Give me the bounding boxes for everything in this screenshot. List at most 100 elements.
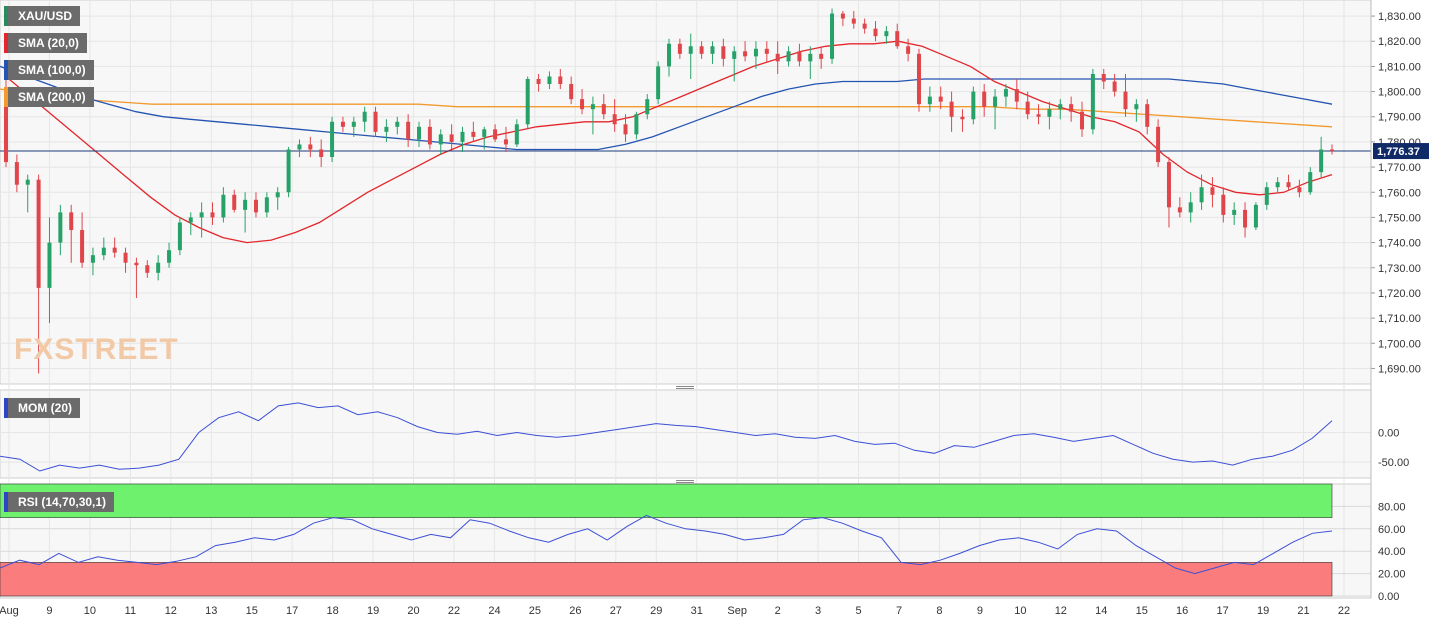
candle-body: [210, 212, 215, 218]
candle-body: [1264, 187, 1269, 205]
x-tick-label: 15: [246, 605, 258, 617]
candle-body: [297, 144, 302, 150]
sma20-legend[interactable]: SMA (20,0): [4, 33, 87, 53]
candle-body: [971, 91, 976, 120]
candle-body: [960, 116, 965, 120]
rsi-legend[interactable]: RSI (14,70,30,1): [4, 492, 115, 512]
candle-body: [634, 114, 639, 135]
candle-body: [775, 53, 780, 62]
x-tick-label: 19: [1257, 605, 1269, 617]
sma100-legend[interactable]: SMA (100,0): [4, 60, 94, 80]
candle-body: [1123, 91, 1128, 110]
candle-body: [514, 124, 519, 145]
candle-body: [938, 96, 943, 102]
panel-resize-handle-top[interactable]: [0, 384, 1371, 390]
axes: Aug 9 10 11 12 13 15 17 18 19 20 22 24 25 26 27 29 31 Sep 2…: [0, 0, 1429, 617]
rsi-tick-label: 40.00: [1378, 546, 1406, 558]
candle-body: [623, 124, 628, 135]
candle-body: [58, 212, 63, 243]
candle-body: [612, 114, 617, 125]
candle-body: [330, 121, 335, 158]
candle-body: [688, 46, 693, 54]
candle-body: [1145, 104, 1150, 127]
candle-body: [797, 51, 802, 62]
candle-body: [1253, 204, 1258, 228]
candle-body: [819, 53, 824, 59]
candle-body: [732, 51, 737, 59]
candle-body: [449, 134, 454, 142]
x-tick-label: 3: [815, 605, 821, 617]
fxstreet-watermark: FXSTREET: [14, 333, 179, 366]
candle-body: [558, 76, 563, 85]
x-tick-label: 25: [529, 605, 541, 617]
y-tick-label: 1,690.00: [1378, 363, 1421, 375]
candle-body: [351, 121, 356, 127]
candle-body: [895, 31, 900, 47]
candle-body: [667, 43, 671, 67]
x-tick-label: 15: [1136, 605, 1148, 617]
y-tick-label: 1,770.00: [1378, 162, 1421, 174]
x-tick-label: 8: [936, 605, 942, 617]
candle-body: [1101, 73, 1106, 82]
candle-body: [438, 134, 443, 145]
candle-body: [134, 262, 139, 266]
candle-body: [1047, 109, 1052, 117]
x-tick-label: 27: [610, 605, 622, 617]
candle-body: [884, 31, 889, 37]
overbought-zone: [0, 483, 1333, 518]
rsi-tick-label: 20.00: [1378, 569, 1406, 581]
current-price-tag: [1373, 143, 1429, 160]
mom-legend[interactable]: MOM (20): [4, 398, 80, 418]
symbol-legend[interactable]: XAU/USD: [4, 6, 81, 26]
candle-body: [482, 129, 487, 137]
candle-body: [123, 252, 128, 263]
candle-body: [1330, 149, 1334, 152]
candle-body: [1069, 104, 1074, 112]
x-tick-label: 14: [1095, 605, 1107, 617]
y-tick-label: 1,750.00: [1378, 212, 1421, 224]
candle-body: [525, 78, 530, 125]
candle-body: [753, 48, 758, 57]
candle-body: [710, 46, 715, 54]
candle-body: [80, 230, 85, 263]
candle-body: [1199, 187, 1204, 203]
candle-body: [536, 78, 541, 85]
panel-resize-handle-bottom[interactable]: [0, 478, 1371, 484]
candle-body: [112, 247, 117, 253]
rsi-tick-label: 60.00: [1378, 524, 1406, 536]
candle-body: [199, 212, 204, 218]
y-tick-label: 1,790.00: [1378, 112, 1421, 124]
candle-body: [319, 149, 324, 158]
candle-body: [188, 217, 193, 223]
sma20-line: [5, 40, 1333, 244]
candle-body: [177, 222, 182, 251]
x-tick-label: 10: [1014, 605, 1026, 617]
candle-body: [1297, 187, 1302, 193]
candle-body: [1003, 89, 1008, 97]
y-tick-label: 1,740.00: [1378, 238, 1421, 250]
y-tick-label: 1,710.00: [1378, 313, 1421, 325]
candle-body: [1286, 182, 1291, 188]
candle-body: [493, 129, 498, 140]
candle-body: [1014, 89, 1019, 102]
x-tick-label: 26: [569, 605, 581, 617]
candle-body: [1308, 172, 1313, 193]
candle-body: [851, 18, 856, 24]
y-tick-label: 1,760.00: [1378, 187, 1421, 199]
candle-body: [417, 126, 422, 140]
candle-body: [145, 265, 150, 273]
sma200-legend[interactable]: SMA (200,0): [4, 87, 94, 107]
x-tick-label: Sep: [727, 605, 747, 617]
x-tick-label: 21: [1297, 605, 1309, 617]
x-tick-label: 12: [1055, 605, 1067, 617]
y-tick-label: 1,720.00: [1378, 288, 1421, 300]
y-tick-label: 1,730.00: [1378, 263, 1421, 275]
x-tick-label: 9: [46, 605, 52, 617]
sma100-label: SMA (100,0): [18, 63, 86, 77]
candle-body: [90, 255, 95, 263]
candle-body: [1275, 182, 1280, 188]
candle-body: [427, 126, 432, 145]
candle-body: [743, 51, 748, 57]
x-tick-label: 22: [448, 605, 460, 617]
